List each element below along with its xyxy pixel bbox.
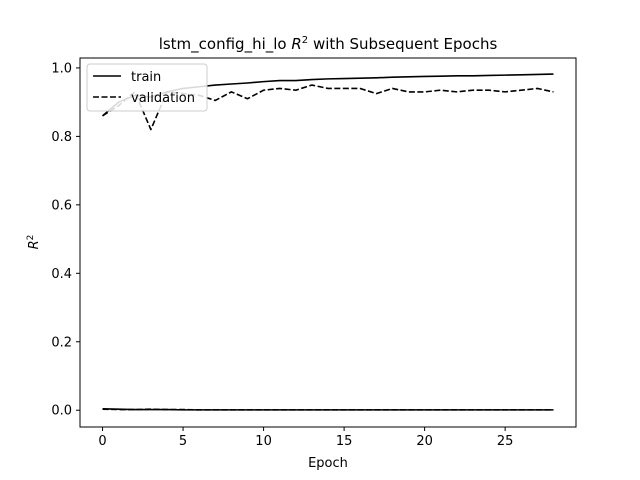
x-axis-label: Epoch [308, 456, 348, 471]
y-tick-label: 0.0 [51, 404, 72, 419]
chart-title-math: R [291, 35, 301, 53]
x-tick-label: 0 [98, 434, 106, 449]
y-tick-label: 1.0 [51, 61, 72, 76]
x-tick-label: 25 [497, 434, 514, 449]
legend-label-train: train [131, 70, 161, 85]
y-axis-label-sup: 2 [26, 235, 36, 241]
chart-title-tail: with Subsequent Epochs [308, 35, 497, 53]
chart-title-main: lstm_config_hi_lo [159, 35, 292, 54]
chart-title-sup: 2 [302, 35, 308, 46]
y-tick-label: 0.6 [51, 198, 72, 213]
x-tick-label: 20 [416, 434, 433, 449]
plot-area: 0 5 10 15 20 25 0.0 0.2 0.4 0.6 0.8 1.0 train validat… [51, 57, 577, 449]
legend-label-validation: validation [131, 91, 195, 106]
x-tick-label: 10 [255, 434, 272, 449]
y-tick-label: 0.4 [51, 267, 72, 282]
axes-frame [79, 57, 577, 428]
x-tick-label: 5 [179, 434, 187, 449]
y-tick-label: 0.2 [51, 335, 72, 350]
y-tick-label: 0.8 [51, 130, 72, 145]
y-axis-label-math: R [27, 240, 42, 249]
x-tick-label: 15 [336, 434, 353, 449]
y-axis-label: R2 [26, 235, 42, 250]
series-line-3 [102, 408, 554, 411]
chart-title: lstm_config_hi_lo R2 with Subsequent Epo… [159, 35, 498, 54]
